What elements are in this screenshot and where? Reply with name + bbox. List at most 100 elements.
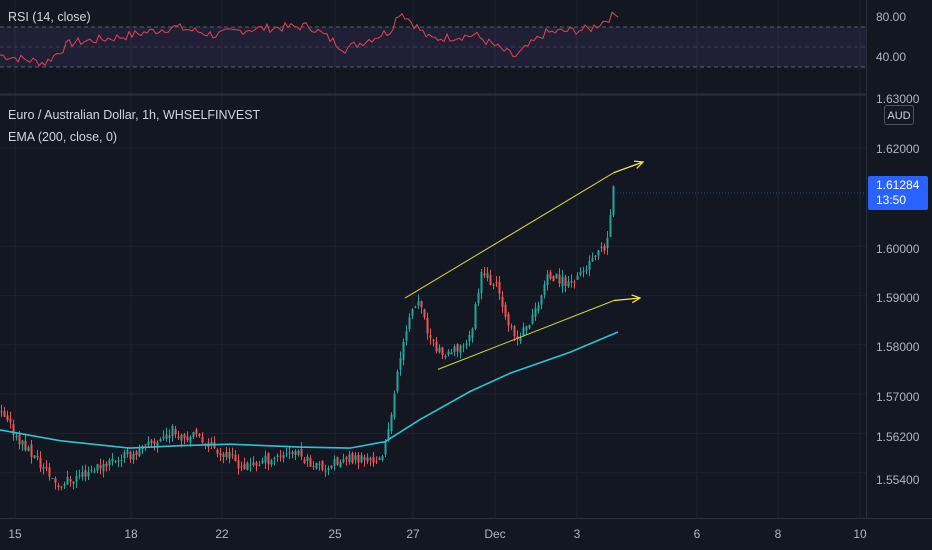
down-candle xyxy=(432,339,435,341)
up-candle xyxy=(450,352,453,355)
upper-arrow xyxy=(613,160,645,174)
channel-drawings[interactable] xyxy=(404,160,645,370)
up-candle xyxy=(528,325,531,329)
up-candle xyxy=(180,434,183,441)
up-candle xyxy=(480,272,483,294)
up-candle xyxy=(360,455,363,463)
up-candle xyxy=(381,456,384,461)
up-candle xyxy=(465,343,468,346)
up-candle xyxy=(159,439,162,442)
up-candle xyxy=(393,393,396,418)
up-candle xyxy=(606,237,609,249)
down-candle xyxy=(114,461,117,463)
up-candle xyxy=(387,429,390,440)
down-candle xyxy=(309,458,312,467)
channel-upper-line xyxy=(404,172,615,299)
down-candle xyxy=(45,466,48,469)
up-candle xyxy=(582,270,585,273)
up-candle xyxy=(384,442,387,455)
up-candle xyxy=(285,453,288,455)
down-candle xyxy=(456,344,459,352)
up-candle xyxy=(102,464,105,472)
rsi-pane[interactable] xyxy=(0,11,866,68)
down-candle xyxy=(201,436,204,443)
down-candle xyxy=(345,457,348,460)
symbol-title[interactable]: Euro / Australian Dollar, 1h, WHSELFINVE… xyxy=(8,108,261,122)
down-candle xyxy=(243,463,246,469)
candlestick-series[interactable] xyxy=(0,185,615,491)
up-candle xyxy=(72,481,75,484)
down-candle xyxy=(375,461,378,463)
up-candle xyxy=(258,464,261,466)
up-candle xyxy=(147,441,150,446)
down-candle xyxy=(216,449,219,454)
lower-arrow-head xyxy=(631,294,642,304)
up-candle xyxy=(228,452,231,459)
down-candle xyxy=(321,460,324,470)
down-candle xyxy=(573,281,576,283)
down-candle xyxy=(549,271,552,279)
down-candle xyxy=(435,341,438,352)
up-candle xyxy=(306,456,309,462)
up-candle xyxy=(276,455,279,457)
down-candle xyxy=(237,460,240,469)
ema-200-line[interactable] xyxy=(0,331,619,449)
down-candle xyxy=(441,347,444,355)
up-candle xyxy=(33,455,36,459)
up-candle xyxy=(522,327,525,337)
rsi-tick-80: 80.00 xyxy=(876,10,907,24)
up-candle xyxy=(555,273,558,279)
down-candle xyxy=(495,282,498,284)
down-candle xyxy=(294,451,297,456)
down-candle xyxy=(177,436,180,439)
up-candle xyxy=(597,250,600,256)
up-candle xyxy=(264,455,267,463)
up-candle xyxy=(96,464,99,471)
last-price-tag[interactable]: 1.61284 13:50 xyxy=(868,176,928,210)
ema-legend[interactable]: EMA (200, close, 0) xyxy=(8,130,118,144)
up-candle xyxy=(261,460,264,464)
last-price-value: 1.61284 xyxy=(876,178,920,192)
down-candle xyxy=(489,275,492,285)
currency-badge[interactable]: AUD xyxy=(884,105,914,125)
down-candle xyxy=(150,440,153,443)
down-candle xyxy=(84,470,87,477)
up-candle xyxy=(588,261,591,270)
up-candle xyxy=(117,460,120,462)
up-candle xyxy=(510,326,513,328)
channel-lower-line xyxy=(437,300,615,370)
down-candle xyxy=(54,478,57,483)
up-candle xyxy=(534,308,537,317)
up-candle xyxy=(342,459,345,462)
up-candle xyxy=(579,272,582,275)
price-tick: 1.56200 xyxy=(876,430,920,444)
up-candle xyxy=(189,436,192,443)
down-candle xyxy=(603,246,606,251)
down-candle xyxy=(198,434,201,436)
time-tick: 8 xyxy=(774,527,782,541)
up-candle xyxy=(315,462,318,469)
time-tick: 18 xyxy=(124,527,138,541)
up-candle xyxy=(138,448,141,457)
down-candle xyxy=(39,457,42,468)
lower-arrow xyxy=(613,294,642,304)
up-candle xyxy=(297,450,300,455)
up-candle xyxy=(192,432,195,438)
up-candle xyxy=(567,281,570,287)
up-candle xyxy=(417,301,420,306)
up-candle xyxy=(162,436,165,439)
down-candle xyxy=(18,434,21,445)
lower-arrow-shaft xyxy=(613,297,641,302)
up-candle xyxy=(90,469,93,471)
up-candle xyxy=(282,455,285,459)
upper-arrow-head xyxy=(633,160,645,169)
up-candle xyxy=(210,441,213,446)
down-candle xyxy=(516,336,519,340)
up-candle xyxy=(87,471,90,477)
up-candle xyxy=(66,477,69,485)
down-candle xyxy=(501,296,504,307)
rsi-title[interactable]: RSI (14, close) xyxy=(8,10,91,24)
up-candle xyxy=(612,186,615,216)
down-candle xyxy=(219,453,222,456)
